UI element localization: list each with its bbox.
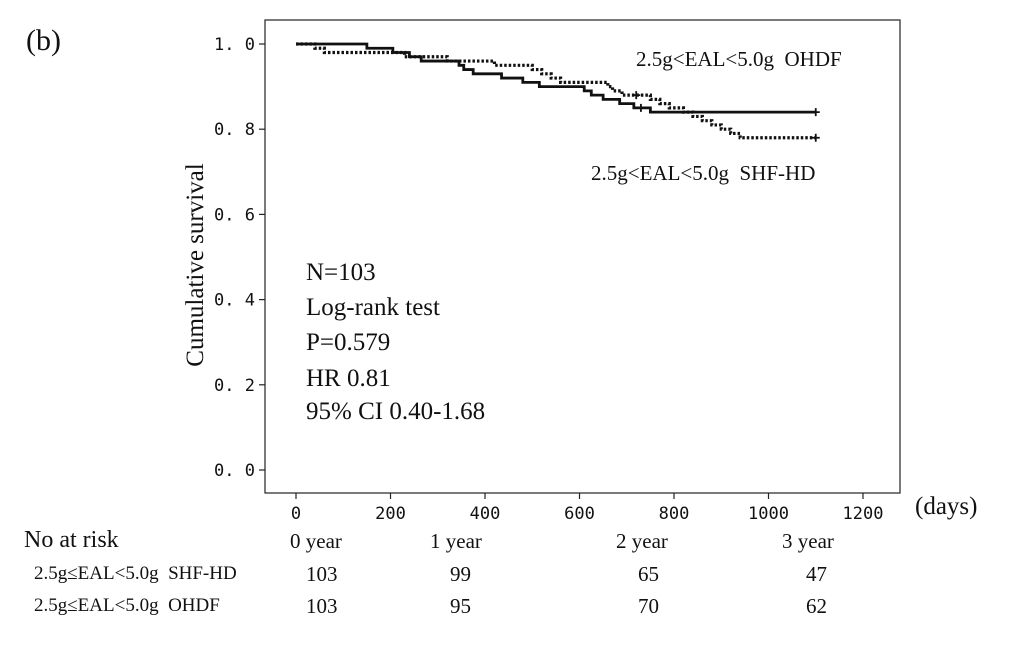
y-tick-label: 0. 8 [214,120,255,140]
chart-labels: 2.5g<EAL<5.0g OHDF 2.5g<EAL<5.0g SHF-HD N=… [306,47,842,425]
y-tick-label: 0. 0 [214,461,255,481]
survival-curves [296,42,820,142]
y-tick-label: 0. 6 [214,205,255,225]
series-label-ohdf: 2.5g<EAL<5.0g OHDF [636,47,842,71]
stat-annotation: Log-rank test [306,294,440,321]
risk-count: 103 [306,594,338,618]
censor-mark [632,91,641,100]
y-axis-label: Cumulative survival [182,163,209,366]
risk-row-label: 2.5g≤EAL<5.0g SHF-HD [34,563,237,584]
censor-mark [811,133,820,142]
risk-count: 103 [306,562,338,586]
stat-annotation: HR 0.81 [306,365,391,392]
x-tick-label: 1000 [748,504,789,524]
axes: 0 200 400 600 800 1000 1200 0. 0 0. 2 0. 4 0. 6 0. … [182,19,977,524]
x-tick-label: 600 [564,504,595,524]
y-tick-label: 1. 0 [214,35,255,55]
stat-annotation: P=0.579 [306,329,390,356]
stat-annotation: 95% CI 0.40-1.68 [306,398,485,425]
risk-timepoint: 1 year [430,529,482,553]
y-tick-label: 0. 2 [214,376,255,396]
survival-curve-shf-hd [296,42,816,140]
panel-label: (b) [26,24,61,57]
risk-count: 62 [806,594,827,618]
stat-annotation: N=103 [306,259,376,286]
risk-count: 47 [806,562,827,586]
censor-mark [811,108,820,117]
risk-count: 99 [450,562,471,586]
series-label-shf-hd: 2.5g<EAL<5.0g SHF-HD [591,161,815,185]
x-tick-label: 400 [470,504,501,524]
censor-mark [636,103,645,112]
x-axis-label: (days) [915,493,977,520]
x-tick-label: 1200 [843,504,884,524]
risk-timepoint: 0 year [290,529,342,553]
plot-frame [264,19,901,494]
x-tick-label: 800 [659,504,690,524]
risk-timepoint: 2 year [616,529,668,553]
x-tick-label: 0 [291,504,301,524]
risk-count: 95 [450,594,471,618]
y-tick-label: 0. 4 [214,291,255,311]
risk-count: 70 [638,594,659,618]
risk-count: 65 [638,562,659,586]
risk-table-title: No at risk [24,527,119,553]
x-tick-label: 200 [375,504,406,524]
risk-row-label: 2.5g≤EAL<5.0g OHDF [34,595,220,616]
risk-timepoint: 3 year [782,529,834,553]
